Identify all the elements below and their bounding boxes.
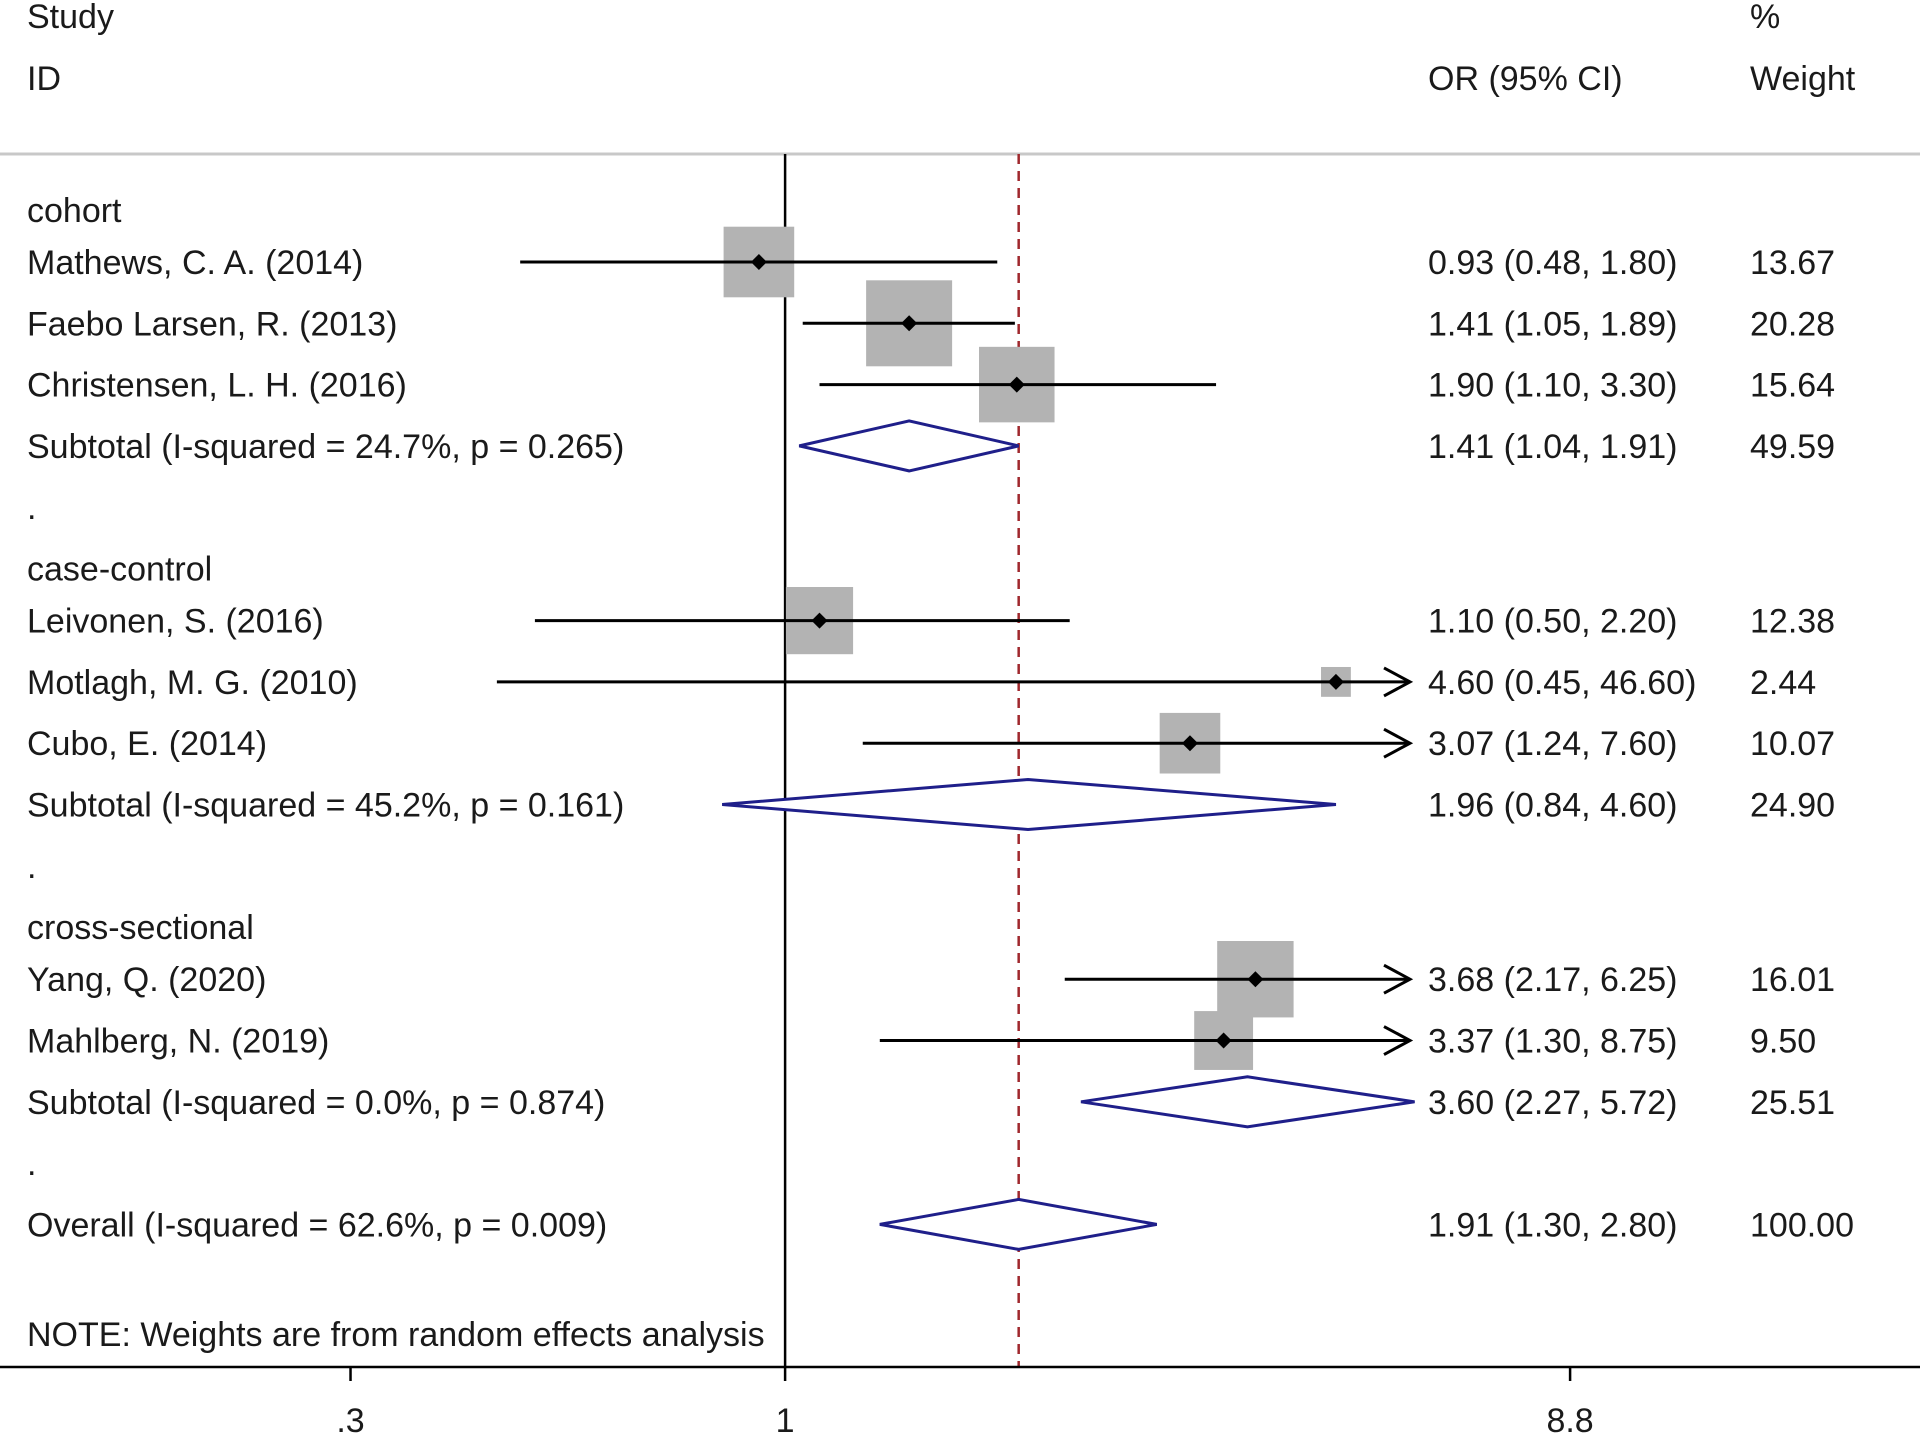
- subtotal-diamond: [1080, 1075, 1415, 1129]
- study-label: Christensen, L. H. (2016): [27, 367, 407, 405]
- header-weight-percent: %: [1750, 0, 1780, 36]
- study-label: Mathews, C. A. (2014): [27, 244, 363, 282]
- header-ci: OR (95% CI): [1428, 60, 1623, 98]
- note: NOTE: Weights are from random effects an…: [27, 1316, 765, 1354]
- ci-arrow-icon: [1383, 963, 1414, 995]
- study-weight: 20.28: [1750, 305, 1835, 343]
- study-label: Cubo, E. (2014): [27, 725, 267, 763]
- x-tick-label: .3: [336, 1402, 364, 1435]
- point-estimate: [750, 254, 767, 270]
- header-weight: Weight: [1750, 60, 1856, 98]
- study-weight: 9.50: [1750, 1023, 1816, 1061]
- subtotal-label: Subtotal (I-squared = 24.7%, p = 0.265): [27, 428, 624, 466]
- study-label: Yang, Q. (2020): [27, 961, 266, 999]
- plot-marks: [496, 154, 1415, 1367]
- point-estimate: [1008, 376, 1025, 393]
- study-ci-text: 3.37 (1.30, 8.75): [1428, 1023, 1678, 1061]
- point-estimate: [1247, 971, 1264, 988]
- point-estimate: [1215, 1032, 1232, 1049]
- overall-weight: 100.00: [1750, 1206, 1854, 1244]
- separator: .: [27, 1145, 36, 1183]
- x-tick-label: 8.8: [1546, 1402, 1593, 1435]
- study-ci-text: 3.68 (2.17, 6.25): [1428, 961, 1678, 999]
- point-estimate: [901, 315, 918, 332]
- study-ci-text: 3.07 (1.24, 7.60): [1428, 725, 1678, 763]
- study-weight: 15.64: [1750, 367, 1835, 405]
- study-ci-text: 1.10 (0.50, 2.20): [1428, 603, 1678, 641]
- group-label: cohort: [27, 192, 122, 230]
- ci-arrow-icon: [1383, 1025, 1414, 1056]
- x-axis: .3 1 8.8: [0, 1365, 1920, 1435]
- overall-diamond: [879, 1197, 1158, 1251]
- group-label: case-control: [27, 551, 212, 589]
- study-weight: 2.44: [1750, 664, 1816, 702]
- point-estimate: [811, 612, 828, 629]
- study-weight: 10.07: [1750, 725, 1835, 763]
- study-weight: 16.01: [1750, 961, 1835, 999]
- study-label: Faebo Larsen, R. (2013): [27, 305, 397, 343]
- subtotal-diamond: [798, 419, 1020, 473]
- separator: .: [27, 489, 36, 527]
- overall-label: Overall (I-squared = 62.6%, p = 0.009): [27, 1206, 607, 1244]
- subtotal-label: Subtotal (I-squared = 45.2%, p = 0.161): [27, 787, 624, 825]
- study-label: Mahlberg, N. (2019): [27, 1023, 329, 1061]
- x-tick-label: 1: [776, 1402, 795, 1435]
- subtotal-ci-text: 1.41 (1.04, 1.91): [1428, 428, 1678, 466]
- study-ci-text: 1.90 (1.10, 3.30): [1428, 367, 1678, 405]
- subtotal-label: Subtotal (I-squared = 0.0%, p = 0.874): [27, 1084, 605, 1122]
- overall-ci-text: 1.91 (1.30, 2.80): [1428, 1206, 1678, 1244]
- header-id: ID: [27, 60, 61, 98]
- group-label: cross-sectional: [27, 909, 254, 947]
- ci-arrow-icon: [1383, 666, 1414, 698]
- ci-arrow-icon: [1383, 727, 1414, 759]
- header-study: Study: [27, 0, 114, 36]
- study-weight: 12.38: [1750, 603, 1835, 641]
- study-label: Leivonen, S. (2016): [27, 603, 324, 641]
- subtotal-weight: 24.90: [1750, 787, 1835, 825]
- subtotal-ci-text: 3.60 (2.27, 5.72): [1428, 1084, 1678, 1122]
- subtotal-ci-text: 1.96 (0.84, 4.60): [1428, 787, 1678, 825]
- study-ci-text: 0.93 (0.48, 1.80): [1428, 244, 1678, 282]
- study-ci-text: 1.41 (1.05, 1.89): [1428, 305, 1678, 343]
- plot-rows: cohort Mathews, C. A. (2014) 0.93 (0.48, 1…: [27, 192, 1854, 1245]
- subtotal-weight: 49.59: [1750, 428, 1835, 466]
- subtotal-diamond: [722, 778, 1337, 832]
- study-weight: 13.67: [1750, 244, 1835, 282]
- point-estimate: [1327, 673, 1344, 690]
- separator: .: [27, 848, 36, 886]
- point-estimate: [1181, 735, 1198, 752]
- study-ci-text: 4.60 (0.45, 46.60): [1428, 664, 1696, 702]
- subtotal-weight: 25.51: [1750, 1084, 1835, 1122]
- study-label: Motlagh, M. G. (2010): [27, 664, 358, 702]
